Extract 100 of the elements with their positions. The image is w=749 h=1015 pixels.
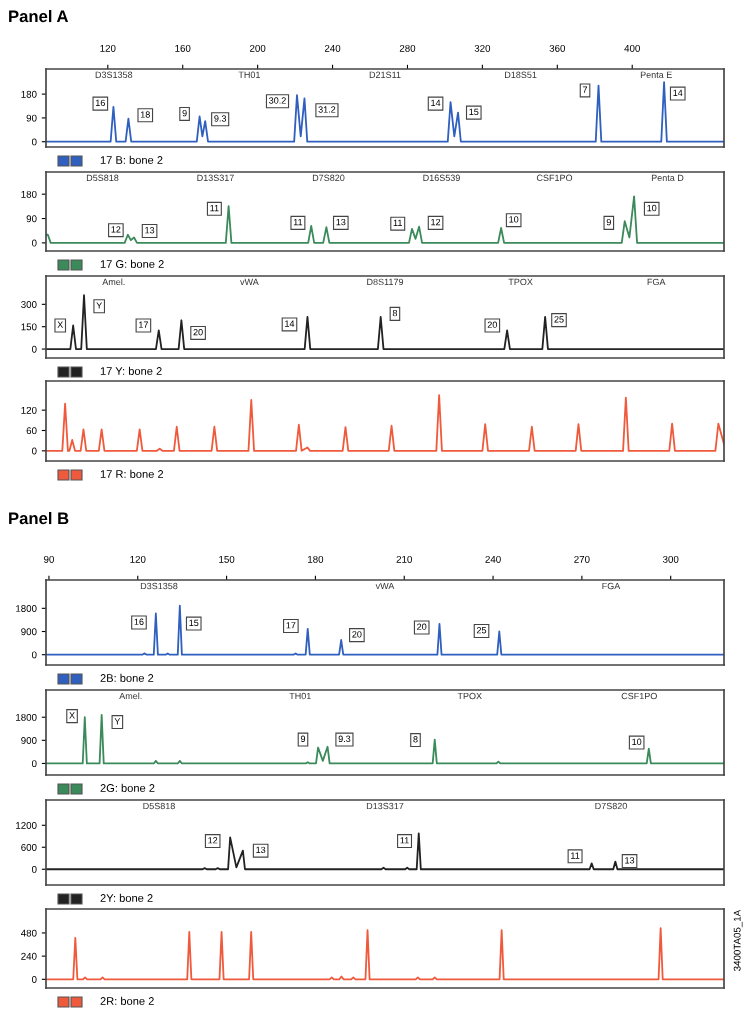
text: 17 R: bone 2	[100, 469, 164, 478]
y-tick-label: 0	[31, 138, 37, 146]
annotation: D7S820	[595, 802, 627, 810]
text: 2G: bone 2	[100, 783, 155, 792]
y-tick-label: 240	[21, 952, 37, 960]
annotation: 11	[293, 218, 303, 226]
annotation: TH01	[238, 71, 260, 78]
annotation: 9	[182, 109, 187, 117]
annotation: 25	[476, 627, 487, 634]
y-tick-label: 0	[31, 865, 37, 873]
x-tick-label: 160	[175, 44, 191, 52]
y-tick-label: 120	[21, 406, 37, 414]
y-tick-label: 0	[31, 651, 37, 659]
annotation: 9.3	[214, 115, 227, 122]
annotation: Amel.	[102, 278, 125, 286]
y-tick-label: 1800	[16, 605, 37, 612]
text: 17 G: bone 2	[100, 259, 164, 268]
annotation: D16S539	[423, 174, 460, 181]
y-tick-label: 900	[21, 737, 37, 744]
annotation: 13	[625, 857, 635, 864]
x-tick-label: 270	[574, 555, 590, 563]
annotation: 12	[111, 226, 121, 233]
annotation: 20	[417, 623, 427, 630]
x-tick-label: 150	[219, 555, 235, 563]
text: 2B: bone 2	[100, 673, 154, 682]
x-tick-label: 210	[396, 555, 412, 563]
annotation: D21S11	[369, 71, 401, 78]
y-tick-label: 0	[31, 760, 37, 768]
annotation: 14	[673, 89, 683, 96]
x-tick-label: 90	[44, 555, 54, 563]
line-series	[46, 832, 724, 871]
annotation: D13S317	[366, 802, 404, 810]
x-tick-label: 280	[399, 44, 416, 52]
line-series	[46, 81, 724, 143]
annotation: Y	[96, 302, 102, 309]
y-tick-label: 0	[31, 976, 37, 983]
annotation: 20	[487, 321, 497, 328]
annotation: 31.2	[318, 106, 336, 113]
annotation: 16	[134, 618, 144, 625]
line-series	[46, 195, 724, 244]
annotation: D5S818	[143, 802, 175, 810]
line-series	[46, 394, 724, 452]
y-tick-label: 0	[31, 447, 37, 455]
y-tick-label: 180	[21, 190, 37, 198]
line-series	[46, 294, 724, 350]
annotation: 12	[431, 218, 441, 226]
annotation: 20	[193, 328, 203, 336]
annotation: CSF1PO	[621, 692, 657, 700]
annotation: 15	[189, 619, 199, 627]
line-series	[46, 714, 724, 765]
y-tick-label: 900	[21, 628, 37, 636]
annotation: 10	[632, 738, 642, 745]
x-tick-label: 240	[485, 555, 501, 563]
y-tick-label: 1200	[16, 822, 37, 829]
x-tick-label: 120	[130, 555, 146, 563]
text: 17 Y: bone 2	[100, 366, 162, 375]
annotation: 30.2	[269, 97, 286, 104]
annotation: D3S1358	[140, 582, 178, 590]
y-tick-label: 600	[21, 844, 37, 851]
annotation: TH01	[289, 692, 311, 700]
annotation: 18	[140, 111, 150, 118]
annotation: 9	[606, 218, 611, 226]
annotation: Y	[114, 718, 121, 725]
y-tick-label: 0	[31, 239, 37, 247]
y-tick-label: 180	[21, 90, 37, 98]
annotation: 13	[336, 218, 346, 226]
annotation: TPOX	[457, 692, 482, 700]
chart-title: Panel A	[9, 10, 69, 23]
chart-title: Panel B	[9, 512, 69, 525]
x-tick-label: 200	[250, 44, 266, 52]
annotation: 11	[400, 837, 409, 844]
annotation: D3S1358	[95, 71, 133, 78]
annotation: 14	[285, 320, 295, 327]
x-tick-label: 120	[100, 44, 116, 52]
annotation: 7	[582, 86, 588, 93]
text: 3400TA05_1A	[733, 909, 743, 971]
annotation: CSF1PO	[536, 174, 573, 181]
annotation: Penta D	[651, 174, 684, 181]
text: 2Y: bone 2	[100, 893, 153, 902]
annotation: FGA	[602, 582, 621, 590]
annotation: 17	[286, 622, 296, 629]
line-series	[46, 927, 724, 981]
y-tick-label: 1800	[16, 713, 37, 721]
y-tick-label: 150	[21, 323, 37, 331]
line-series	[46, 604, 724, 656]
annotation: vWA	[240, 278, 259, 285]
annotation: 17	[139, 321, 148, 328]
y-tick-label: 0	[31, 345, 37, 353]
x-tick-label: 180	[308, 555, 324, 563]
annotation: 8	[392, 309, 398, 317]
annotation: 14	[431, 99, 441, 106]
text: 2R: bone 2	[100, 996, 154, 1005]
x-tick-label: 320	[474, 44, 491, 52]
annotation: TPOX	[508, 278, 533, 286]
annotation: 12	[208, 837, 218, 844]
annotation: X	[69, 712, 75, 719]
y-tick-label: 90	[26, 215, 37, 223]
annotation: 9.3	[338, 735, 351, 742]
annotation: 25	[554, 316, 564, 323]
annotation: D5S818	[86, 174, 119, 181]
